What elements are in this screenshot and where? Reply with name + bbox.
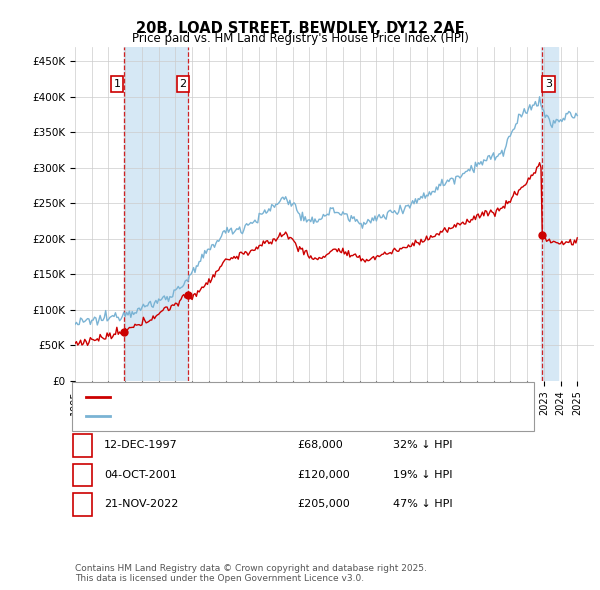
Text: 3: 3 bbox=[79, 500, 86, 509]
Text: Contains HM Land Registry data © Crown copyright and database right 2025.
This d: Contains HM Land Registry data © Crown c… bbox=[75, 563, 427, 583]
Bar bbox=[541, 47, 557, 381]
Text: 2: 2 bbox=[79, 470, 86, 480]
Text: 21-NOV-2022: 21-NOV-2022 bbox=[104, 500, 178, 509]
Text: 1: 1 bbox=[113, 79, 121, 89]
Text: HPI: Average price, detached house, Wyre Forest: HPI: Average price, detached house, Wyre… bbox=[114, 411, 369, 421]
Text: £68,000: £68,000 bbox=[297, 441, 343, 450]
Text: 47% ↓ HPI: 47% ↓ HPI bbox=[393, 500, 452, 509]
Text: £120,000: £120,000 bbox=[297, 470, 350, 480]
Text: 04-OCT-2001: 04-OCT-2001 bbox=[104, 470, 176, 480]
Text: 20B, LOAD STREET, BEWDLEY, DY12 2AE: 20B, LOAD STREET, BEWDLEY, DY12 2AE bbox=[136, 21, 464, 35]
Text: Price paid vs. HM Land Registry's House Price Index (HPI): Price paid vs. HM Land Registry's House … bbox=[131, 32, 469, 45]
Bar bbox=[124, 47, 188, 381]
Text: £205,000: £205,000 bbox=[297, 500, 350, 509]
Text: 19% ↓ HPI: 19% ↓ HPI bbox=[393, 470, 452, 480]
Text: 1: 1 bbox=[79, 441, 86, 450]
Text: 12-DEC-1997: 12-DEC-1997 bbox=[104, 441, 178, 450]
Text: 32% ↓ HPI: 32% ↓ HPI bbox=[393, 441, 452, 450]
Text: 3: 3 bbox=[545, 79, 552, 89]
Text: 2: 2 bbox=[179, 79, 187, 89]
Text: 20B, LOAD STREET, BEWDLEY, DY12 2AE (detached house): 20B, LOAD STREET, BEWDLEY, DY12 2AE (det… bbox=[114, 392, 421, 402]
